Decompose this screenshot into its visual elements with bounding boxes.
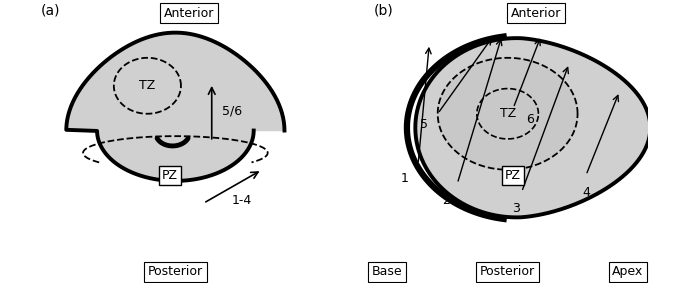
Text: 2: 2	[442, 194, 450, 207]
Text: (a): (a)	[41, 3, 61, 17]
Text: Apex: Apex	[612, 265, 643, 278]
Text: 1: 1	[400, 171, 408, 185]
Text: 4: 4	[582, 186, 590, 199]
Polygon shape	[66, 33, 285, 181]
Text: TZ: TZ	[499, 107, 516, 120]
Text: 1-4: 1-4	[232, 194, 251, 207]
Polygon shape	[415, 38, 650, 217]
Text: 3: 3	[512, 202, 520, 215]
Text: PZ: PZ	[162, 169, 178, 182]
Text: Posterior: Posterior	[148, 265, 203, 278]
Text: Posterior: Posterior	[480, 265, 535, 278]
Text: 6: 6	[526, 113, 534, 126]
Text: Anterior: Anterior	[510, 7, 561, 20]
Text: PZ: PZ	[505, 169, 521, 182]
Text: 5: 5	[420, 119, 428, 131]
Text: (b): (b)	[374, 3, 393, 17]
Text: 5/6: 5/6	[221, 104, 242, 117]
Text: Base: Base	[372, 265, 403, 278]
Text: TZ: TZ	[139, 79, 156, 92]
Text: Anterior: Anterior	[164, 7, 214, 20]
Polygon shape	[438, 58, 578, 170]
